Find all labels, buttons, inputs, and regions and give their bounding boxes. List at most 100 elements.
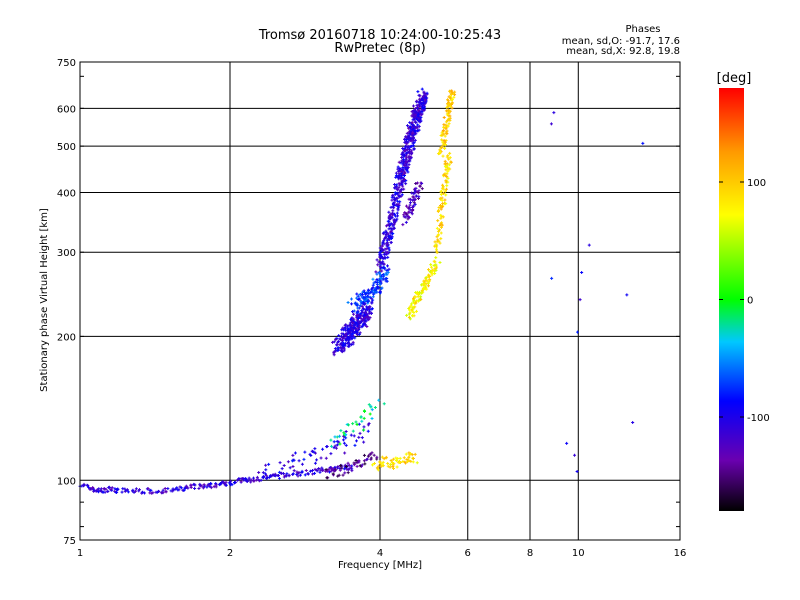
data-point — [390, 236, 394, 240]
data-point — [435, 249, 439, 253]
data-point — [355, 460, 359, 464]
data-point — [88, 487, 92, 491]
data-point — [392, 218, 396, 222]
data-point — [631, 421, 635, 425]
data-point — [336, 466, 340, 470]
data-point — [412, 109, 416, 113]
data-point — [391, 231, 395, 235]
data-point — [384, 231, 388, 235]
data-point — [395, 217, 399, 221]
data-point — [578, 298, 582, 302]
data-point — [380, 256, 384, 260]
data-point — [310, 468, 314, 472]
data-point — [263, 472, 267, 476]
data-point — [296, 474, 300, 478]
data-point — [404, 151, 408, 155]
data-point — [401, 150, 405, 154]
data-point — [264, 468, 268, 472]
data-point — [383, 247, 387, 251]
data-point — [386, 464, 390, 468]
data-point — [445, 172, 449, 176]
data-point — [400, 159, 404, 163]
data-point — [388, 465, 392, 469]
data-point — [343, 344, 347, 348]
data-point — [402, 213, 406, 217]
data-point — [334, 446, 338, 450]
data-point — [338, 434, 342, 438]
data-point — [412, 192, 416, 196]
data-point — [407, 312, 411, 316]
data-point — [441, 128, 445, 132]
y-tick-label: 200 — [57, 332, 76, 343]
data-point — [382, 402, 386, 406]
data-point — [130, 489, 134, 493]
data-point — [183, 487, 187, 490]
data-point — [365, 307, 369, 311]
data-point — [360, 419, 364, 423]
data-point — [389, 458, 393, 462]
data-point — [444, 109, 448, 113]
data-point — [380, 286, 384, 290]
data-point — [389, 240, 393, 244]
data-point — [350, 302, 354, 306]
data-point — [394, 171, 398, 175]
data-point — [415, 194, 419, 198]
data-point — [395, 183, 399, 187]
data-point — [379, 276, 383, 280]
data-point — [401, 184, 405, 188]
data-point — [347, 323, 351, 327]
data-point — [137, 488, 141, 492]
data-point — [391, 209, 395, 213]
data-point — [109, 487, 113, 491]
data-point — [324, 468, 328, 472]
data-point — [362, 409, 366, 413]
data-point — [443, 146, 447, 150]
data-point — [450, 106, 454, 110]
colorbar — [719, 88, 744, 511]
data-point — [313, 451, 317, 455]
data-point — [399, 170, 403, 174]
data-point — [386, 270, 390, 274]
data-point — [355, 422, 359, 426]
data-point — [292, 458, 296, 462]
data-point — [408, 317, 412, 321]
data-point — [413, 452, 417, 456]
data-point — [325, 469, 329, 473]
data-point — [380, 462, 384, 466]
data-point — [448, 156, 452, 160]
data-point — [340, 347, 344, 351]
data-point — [337, 334, 341, 338]
data-point — [282, 464, 286, 468]
data-point — [351, 321, 355, 325]
data-point — [389, 463, 393, 467]
data-points — [78, 87, 645, 495]
data-point — [573, 453, 577, 457]
data-point — [358, 304, 362, 308]
data-point — [444, 130, 448, 134]
data-point — [172, 488, 176, 492]
data-point — [420, 187, 424, 191]
x-tick-label: 6 — [465, 548, 471, 559]
data-point — [223, 482, 227, 486]
data-point — [346, 464, 350, 468]
colorbar-tick-label: 0 — [747, 296, 753, 307]
data-point — [368, 412, 372, 416]
data-point — [335, 435, 339, 439]
data-point — [336, 346, 340, 350]
data-point — [308, 469, 312, 473]
data-point — [193, 483, 197, 487]
data-point — [317, 467, 321, 471]
data-point — [351, 429, 355, 433]
data-point — [407, 451, 411, 455]
data-point — [410, 121, 414, 125]
data-point — [432, 259, 436, 263]
data-point — [576, 330, 580, 334]
data-point — [385, 242, 389, 246]
data-point — [346, 461, 350, 465]
data-point — [92, 488, 96, 492]
data-point — [382, 457, 386, 461]
data-point — [404, 158, 408, 162]
data-point — [277, 476, 281, 480]
data-point — [381, 260, 385, 264]
data-point — [85, 483, 89, 487]
